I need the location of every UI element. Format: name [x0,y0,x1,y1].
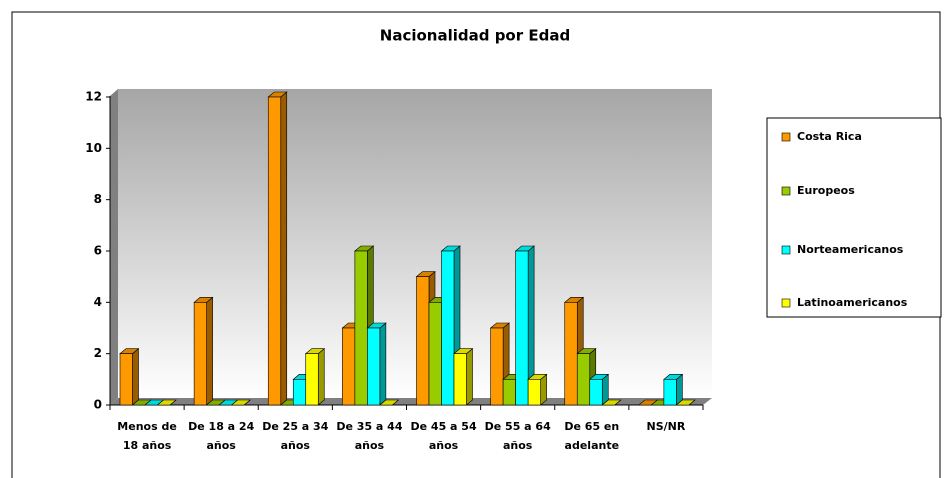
legend-swatch [781,132,791,142]
x-tick-label: NS/NR [646,420,686,433]
legend-swatch [781,245,791,255]
bar-top [601,399,622,406]
bar [305,353,319,406]
bar [564,302,578,406]
bar [267,96,282,406]
side-wall [110,89,118,405]
bar-top [379,399,400,406]
y-tick-label: 2 [94,346,102,360]
legend [766,117,942,318]
bar [119,353,133,406]
bar-side [206,296,213,406]
legend-swatch [781,186,791,196]
x-tick-label: De 25 a 34 años [262,420,329,452]
bar-side [466,348,473,406]
x-tick-label: De 55 a 64 años [484,420,551,452]
legend-label: Europeos [797,184,855,197]
y-tick-label: 8 [94,192,102,206]
bar [292,379,307,406]
x-tick-label: De 18 a 24 años [188,420,255,452]
y-tick-label: 6 [94,244,102,258]
x-tick-label: De 65 en adelante [564,420,620,452]
y-tick-label: 12 [85,90,102,104]
legend-label: Costa Rica [797,130,862,143]
legend-label: Norteamericanos [797,243,904,256]
bar [367,327,381,406]
floor [110,398,712,405]
bar [193,302,207,406]
bar [502,379,516,406]
bar-side [379,322,387,406]
bar-side [317,348,325,406]
bar-top [230,399,251,406]
bar [589,379,603,406]
bar-side [132,348,139,406]
bar [515,250,529,406]
back-wall [118,89,712,398]
y-tick-label: 0 [94,398,102,412]
bar [342,327,356,406]
bar [453,353,467,406]
bar [527,379,541,406]
bar-top [675,399,696,406]
bar [428,302,442,406]
bar-side [280,91,288,406]
bar [576,353,591,406]
x-tick-label: Menos de 18 años [117,420,177,452]
bar-top [156,399,177,406]
y-tick-label: 4 [94,295,102,309]
bar [441,250,455,406]
y-tick-label: 10 [85,141,102,155]
bar [490,327,504,406]
x-tick-label: De 45 a 54 años [410,420,477,452]
chart-title: Nacionalidad por Edad [380,27,570,45]
bar [354,250,368,406]
legend-swatch [781,298,791,308]
legend-label: Latinoamericanos [797,296,908,309]
x-tick-label: De 35 a 44 años [336,420,403,452]
bar [663,379,677,406]
bar [416,276,430,406]
